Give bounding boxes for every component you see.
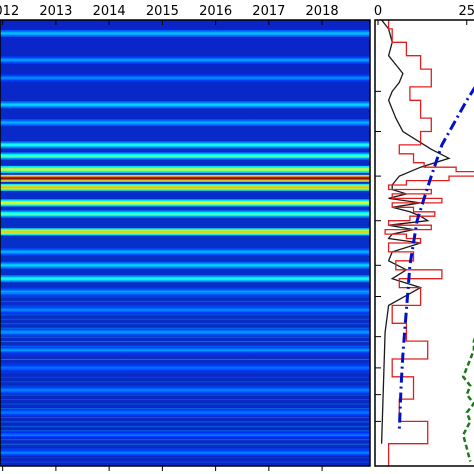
heatmap-texture-33 bbox=[0, 381, 370, 383]
profile-x-tick-label: 0 bbox=[374, 4, 382, 19]
heatmap-texture-23 bbox=[0, 336, 370, 338]
heatmap-x-tick-label: 2018 bbox=[306, 4, 339, 19]
heatmap-texture-38 bbox=[0, 314, 370, 316]
profile-x-tick-label: 25 bbox=[458, 4, 474, 19]
heatmap-texture-15 bbox=[0, 443, 370, 445]
profile-series-1 bbox=[384, 20, 474, 466]
profile-y-ticks bbox=[375, 90, 381, 422]
heatmap-band-2-layer-2 bbox=[0, 77, 370, 79]
heatmap-band-12-layer-2 bbox=[0, 230, 370, 233]
heatmap-texture-32 bbox=[0, 394, 370, 396]
heatmap-texture-35 bbox=[0, 354, 370, 356]
heatmap-band-5-layer-2 bbox=[0, 143, 370, 146]
heatmap-x-tick-label: 2016 bbox=[199, 4, 232, 19]
heatmap-texture-31 bbox=[0, 408, 370, 409]
heatmap-texture-18 bbox=[0, 403, 370, 405]
profile-panel: 0 25 bbox=[374, 4, 474, 467]
heatmap-x-tick-label: 2014 bbox=[93, 4, 126, 19]
heatmap-band-3-layer-2 bbox=[0, 103, 370, 106]
heatmap-x-axis: 2012 2013 2014 2015 2016 2017 2018 bbox=[0, 4, 339, 471]
heatmap-texture-9 bbox=[0, 345, 370, 347]
heatmap-texture-19 bbox=[0, 390, 370, 392]
heatmap-texture-22 bbox=[0, 350, 370, 351]
heatmap-texture-34 bbox=[0, 367, 370, 369]
heatmap-texture-1 bbox=[0, 452, 370, 454]
heatmap-texture-13 bbox=[0, 292, 370, 294]
heatmap-texture-11 bbox=[0, 318, 370, 320]
heatmap-texture-36 bbox=[0, 341, 370, 343]
heatmap-texture-10 bbox=[0, 332, 370, 334]
heatmap-band-4-layer-2 bbox=[0, 121, 370, 124]
heatmap-texture-2 bbox=[0, 439, 370, 441]
heatmap-band-1-layer-2 bbox=[0, 59, 370, 62]
heatmap-texture-16 bbox=[0, 430, 370, 432]
profile-frame bbox=[374, 19, 474, 467]
profile-lines bbox=[380, 20, 474, 466]
heatmap-x-tick-label: 2015 bbox=[146, 4, 179, 19]
heatmap-band-6-layer-2 bbox=[0, 155, 370, 157]
heatmap-texture-24 bbox=[0, 323, 370, 325]
heatmap-band-11-layer-2 bbox=[0, 213, 370, 215]
heatmap-texture-21 bbox=[0, 363, 370, 365]
heatmap-texture-8 bbox=[0, 359, 370, 360]
heatmap-band-0-layer-2 bbox=[0, 32, 370, 35]
heatmap-texture-6 bbox=[0, 385, 370, 387]
heatmap-texture-25 bbox=[0, 309, 370, 311]
heatmap-bands bbox=[0, 29, 370, 463]
heatmap-texture-27 bbox=[0, 461, 370, 463]
heatmap-band-10-layer-2 bbox=[0, 201, 370, 204]
heatmap-x-tick-label: 2013 bbox=[39, 4, 72, 19]
heatmap-texture-39 bbox=[0, 301, 370, 302]
heatmap-texture-28 bbox=[0, 448, 370, 450]
heatmap-texture-14 bbox=[0, 457, 370, 459]
heatmap-band-15-layer-2 bbox=[0, 277, 370, 280]
heatmap-texture-12 bbox=[0, 305, 370, 307]
heatmap-texture-37 bbox=[0, 327, 370, 329]
heatmap-band-8-layer-2 bbox=[0, 177, 370, 180]
heatmap-texture-7 bbox=[0, 372, 370, 374]
heatmap-x-tick-label: 2017 bbox=[252, 4, 285, 19]
heatmap-band-7-layer-2 bbox=[0, 168, 370, 171]
heatmap-frame bbox=[0, 19, 371, 467]
heatmap-texture-4 bbox=[0, 412, 370, 414]
profile-series-0 bbox=[380, 20, 451, 444]
heatmap-texture-5 bbox=[0, 399, 370, 401]
heatmap-band-13-layer-2 bbox=[0, 250, 370, 253]
profile-x-axis: 0 25 bbox=[374, 4, 474, 25]
profile-series-2 bbox=[397, 86, 474, 431]
heatmap-texture-20 bbox=[0, 376, 370, 378]
heatmap-texture-0 bbox=[0, 287, 370, 289]
heatmap-band-14-layer-2 bbox=[0, 264, 370, 267]
heatmap-panel: 2012 2013 2014 2015 2016 2017 2018 bbox=[0, 4, 371, 471]
heatmap-texture-26 bbox=[0, 296, 370, 298]
heatmap-texture-3 bbox=[0, 425, 370, 427]
heatmap-texture-30 bbox=[0, 421, 370, 423]
heatmap-texture-29 bbox=[0, 434, 370, 436]
heatmap-x-tick-label: 2012 bbox=[0, 4, 19, 19]
heatmap-texture-17 bbox=[0, 416, 370, 418]
heatmap-band-9-layer-2 bbox=[0, 186, 370, 189]
